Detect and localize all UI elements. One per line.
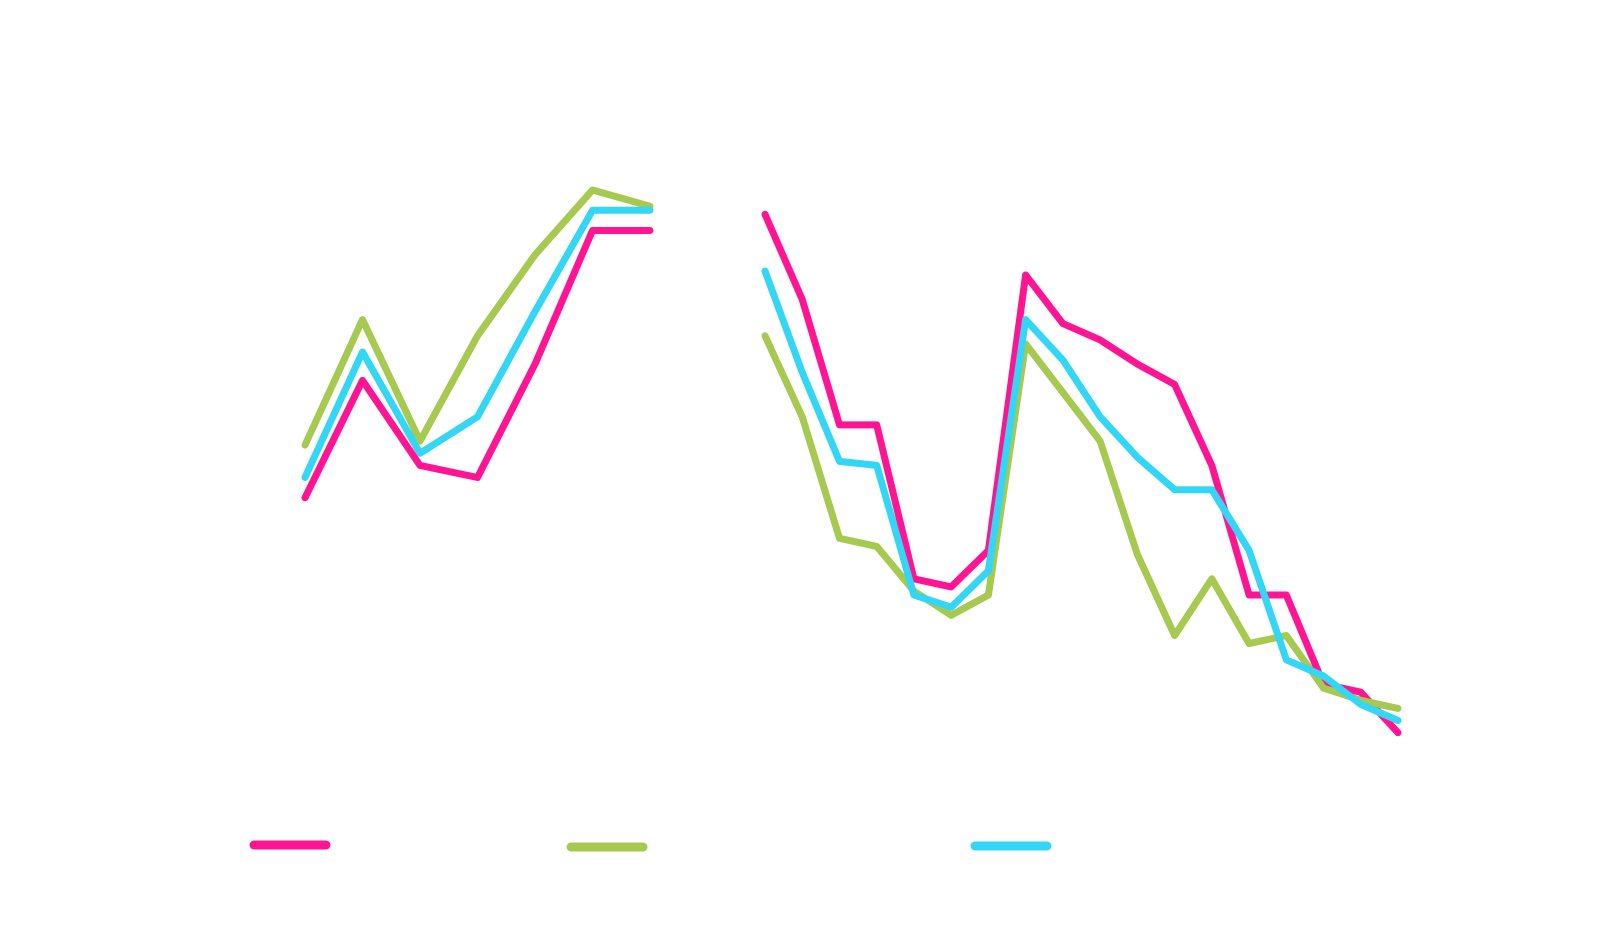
panel-2-series-1-line — [761, 210, 1402, 737]
legend — [249, 840, 1052, 852]
panel-1-series-3-line — [301, 206, 654, 481]
panel-2-series-3-line — [761, 267, 1402, 724]
panel-1-series-2-line — [301, 186, 654, 449]
right-panel — [761, 210, 1402, 737]
panel-1-series-1-line — [301, 227, 654, 502]
left-panel — [301, 186, 654, 502]
panel-2-series-2-line — [761, 332, 1402, 712]
